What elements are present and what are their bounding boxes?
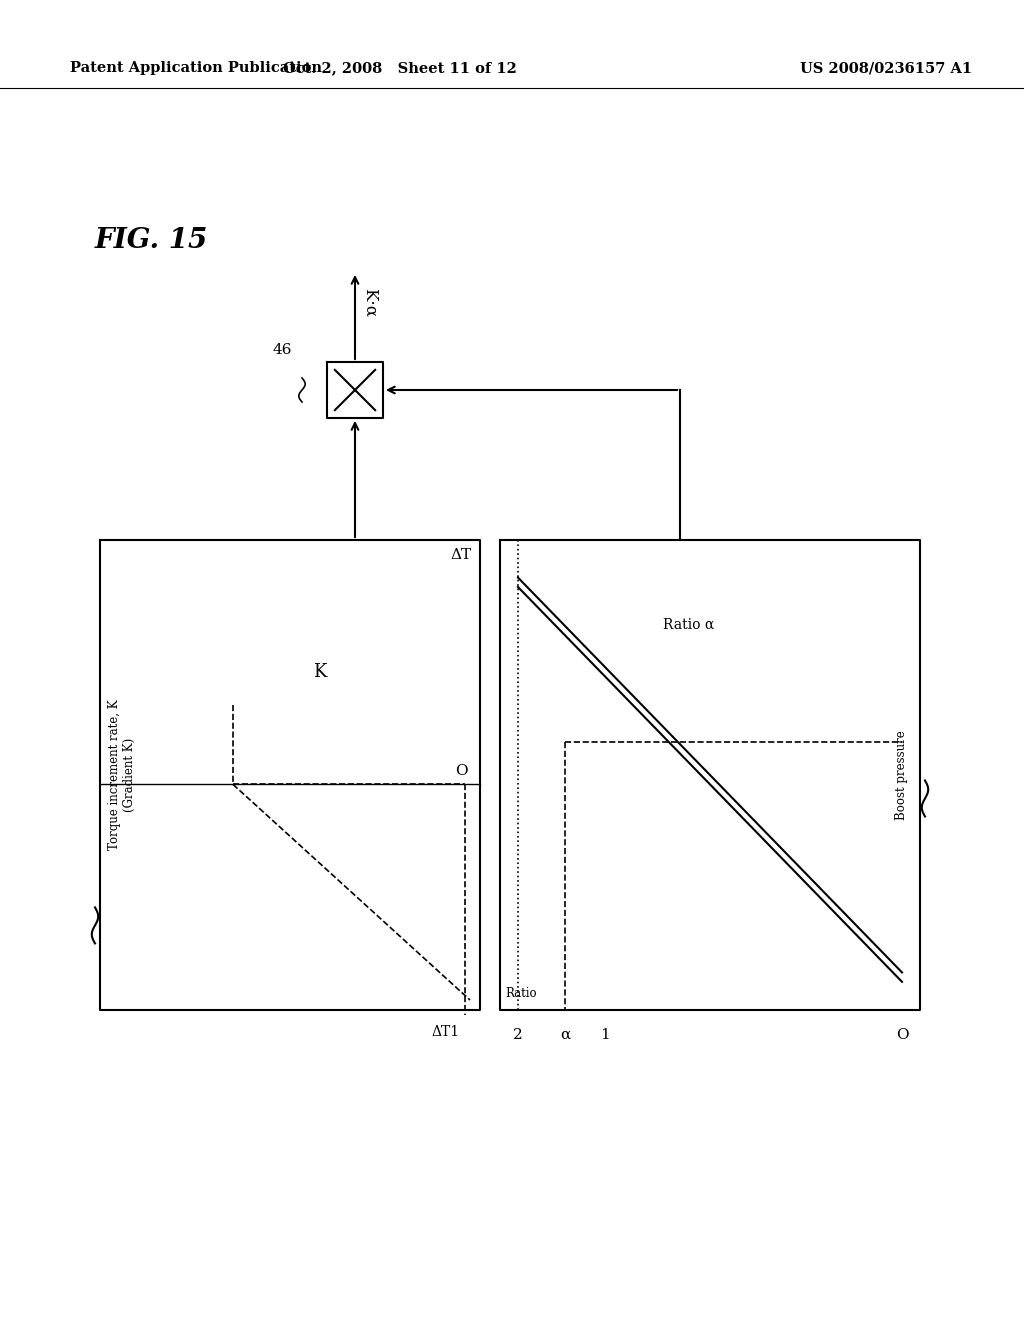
Text: ΔT1: ΔT1 xyxy=(432,1026,460,1039)
Text: α: α xyxy=(560,1028,570,1041)
Text: O: O xyxy=(456,764,468,779)
Text: 46: 46 xyxy=(272,343,292,356)
Text: Boost pressure: Boost pressure xyxy=(895,730,908,820)
Text: FIG. 15: FIG. 15 xyxy=(95,227,208,253)
Text: US 2008/0236157 A1: US 2008/0236157 A1 xyxy=(800,61,972,75)
Text: K·α: K·α xyxy=(361,288,378,317)
Text: Ratio: Ratio xyxy=(505,987,537,1001)
Text: 2: 2 xyxy=(513,1028,523,1041)
Text: K: K xyxy=(313,663,327,681)
Text: Patent Application Publication: Patent Application Publication xyxy=(70,61,322,75)
Text: Torque increment rate, K
(Gradient K): Torque increment rate, K (Gradient K) xyxy=(108,700,136,850)
Text: 1: 1 xyxy=(600,1028,610,1041)
Text: Ratio α: Ratio α xyxy=(664,618,715,631)
Text: Oct. 2, 2008   Sheet 11 of 12: Oct. 2, 2008 Sheet 11 of 12 xyxy=(283,61,517,75)
Text: O: O xyxy=(896,1028,908,1041)
Text: ΔT: ΔT xyxy=(451,548,472,562)
